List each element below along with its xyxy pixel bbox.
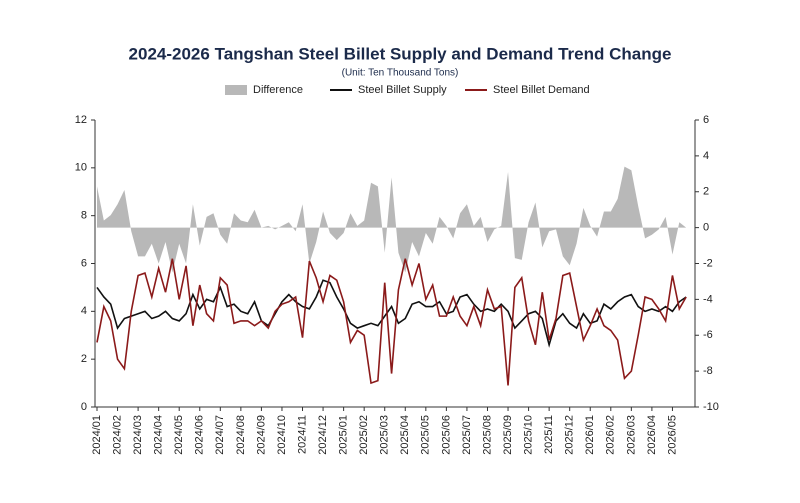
x-tick-label: 2026/01 xyxy=(584,415,596,455)
x-tick-label: 2024/11 xyxy=(296,415,308,454)
y-tick-label: 6 xyxy=(81,257,87,269)
x-tick-label: 2025/01 xyxy=(338,415,350,455)
x-tick-label: 2026/04 xyxy=(646,415,658,455)
y-tick-label: 10 xyxy=(75,162,87,174)
x-tick-label: 2024/06 xyxy=(194,415,206,455)
x-tick-label: 2024/12 xyxy=(317,415,329,455)
legend-label: Steel Billet Demand xyxy=(493,84,590,96)
y-tick-label: 0 xyxy=(81,401,87,413)
y-tick-label: 2 xyxy=(81,353,87,365)
y2-tick-label: -6 xyxy=(703,329,713,341)
x-tick-label: 2024/04 xyxy=(153,415,165,455)
x-tick-label: 2025/09 xyxy=(502,415,514,455)
y-tick-label: 4 xyxy=(81,305,87,317)
x-tick-label: 2025/04 xyxy=(399,415,411,455)
x-tick-label: 2024/08 xyxy=(235,415,247,455)
x-tick-label: 2024/05 xyxy=(173,415,185,455)
series-line xyxy=(96,258,687,386)
y2-tick-label: -10 xyxy=(703,401,719,413)
x-tick-label: 2026/02 xyxy=(605,415,617,455)
y2-tick-label: 0 xyxy=(703,222,709,234)
x-tick-label: 2024/01 xyxy=(91,415,103,455)
x-tick-label: 2025/06 xyxy=(440,415,452,455)
x-tick-label: 2024/07 xyxy=(214,415,226,455)
x-tick-label: 2024/03 xyxy=(132,415,144,455)
legend-label: Difference xyxy=(253,84,303,96)
x-tick-label: 2025/03 xyxy=(379,415,391,455)
y2-tick-label: 6 xyxy=(703,114,709,126)
y-tick-label: 12 xyxy=(75,114,87,126)
x-tick-label: 2026/05 xyxy=(666,415,678,455)
y2-tick-label: 4 xyxy=(703,150,709,162)
x-tick-label: 2024/10 xyxy=(276,415,288,455)
x-tick-label: 2025/02 xyxy=(358,415,370,455)
y2-tick-label: -8 xyxy=(703,365,713,377)
x-tick-label: 2025/12 xyxy=(564,415,576,455)
legend-swatch xyxy=(225,85,247,95)
x-tick-label: 2026/03 xyxy=(625,415,637,455)
chart-subtitle: (Unit: Ten Thousand Tons) xyxy=(342,68,459,79)
x-tick-label: 2025/05 xyxy=(420,415,432,455)
y-tick-label: 8 xyxy=(81,210,87,222)
y2-tick-label: -2 xyxy=(703,257,713,269)
difference-area xyxy=(97,166,687,273)
y2-tick-label: 2 xyxy=(703,186,709,198)
x-tick-label: 2024/09 xyxy=(255,415,267,455)
x-tick-label: 2025/11 xyxy=(543,415,555,454)
x-tick-label: 2025/08 xyxy=(481,415,493,455)
x-tick-label: 2024/02 xyxy=(111,415,123,455)
series-line xyxy=(96,279,687,348)
legend-label: Steel Billet Supply xyxy=(358,84,447,96)
x-tick-label: 2025/10 xyxy=(522,415,534,455)
y2-tick-label: -4 xyxy=(703,293,713,305)
x-tick-label: 2025/07 xyxy=(461,415,473,455)
chart-title: 2024-2026 Tangshan Steel Billet Supply a… xyxy=(129,44,672,63)
